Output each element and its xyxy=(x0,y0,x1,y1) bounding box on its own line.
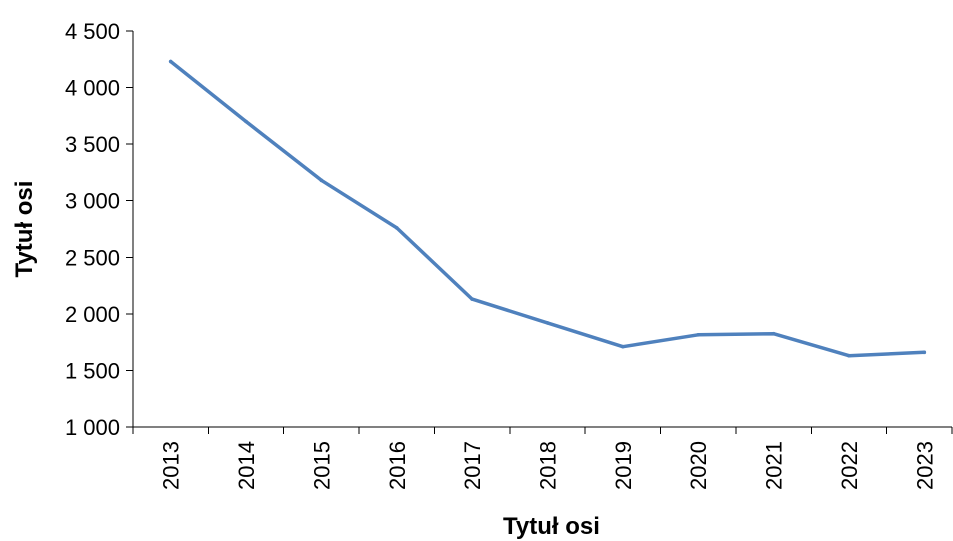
y-tick-label: 2 000 xyxy=(65,302,120,327)
data-point xyxy=(244,119,248,124)
x-tick-label: 2016 xyxy=(385,441,410,490)
y-axis-tick-labels: 1 000 1 500 2 000 2 500 3 000 3 500 4 000 4 500 xyxy=(65,19,120,440)
y-tick-label: 2 500 xyxy=(65,245,120,270)
data-point xyxy=(168,59,173,64)
x-tick-label: 2020 xyxy=(686,441,711,490)
data-point xyxy=(696,332,701,337)
x-tick-label: 2018 xyxy=(536,441,561,490)
x-tick-label: 2014 xyxy=(234,441,259,490)
y-tick-label: 3 000 xyxy=(65,189,120,214)
x-tick-label: 2022 xyxy=(837,441,862,490)
data-point xyxy=(545,321,550,325)
y-axis-title: Tytuł osi xyxy=(11,181,38,278)
y-tick-label: 1 500 xyxy=(65,358,120,383)
x-tick-label: 2021 xyxy=(762,441,787,490)
data-point xyxy=(922,350,927,355)
x-tick-label: 2017 xyxy=(460,441,485,490)
x-axis-tick-labels: 2013 2014 2015 2016 2017 2018 2019 2020 2021 2022… xyxy=(159,441,938,490)
y-tick-label: 4 500 xyxy=(65,19,120,44)
x-tick-label: 2013 xyxy=(159,441,184,490)
series-line xyxy=(168,59,927,358)
y-axis-ticks xyxy=(126,30,133,428)
y-tick-label: 3 500 xyxy=(65,132,120,157)
x-tick-label: 2019 xyxy=(611,441,636,490)
y-tick-label: 1 000 xyxy=(65,415,120,440)
x-tick-label: 2015 xyxy=(309,441,334,490)
series-group xyxy=(168,59,927,358)
x-axis-title: Tytuł osi xyxy=(503,513,600,540)
data-point xyxy=(394,226,399,230)
data-point xyxy=(470,297,474,301)
x-tick-label: 2023 xyxy=(912,441,937,490)
data-point xyxy=(621,344,625,349)
data-point xyxy=(771,331,776,336)
data-point xyxy=(847,353,851,358)
x-axis-ticks xyxy=(132,427,953,434)
data-point xyxy=(319,178,324,183)
y-tick-label: 4 000 xyxy=(65,76,120,101)
